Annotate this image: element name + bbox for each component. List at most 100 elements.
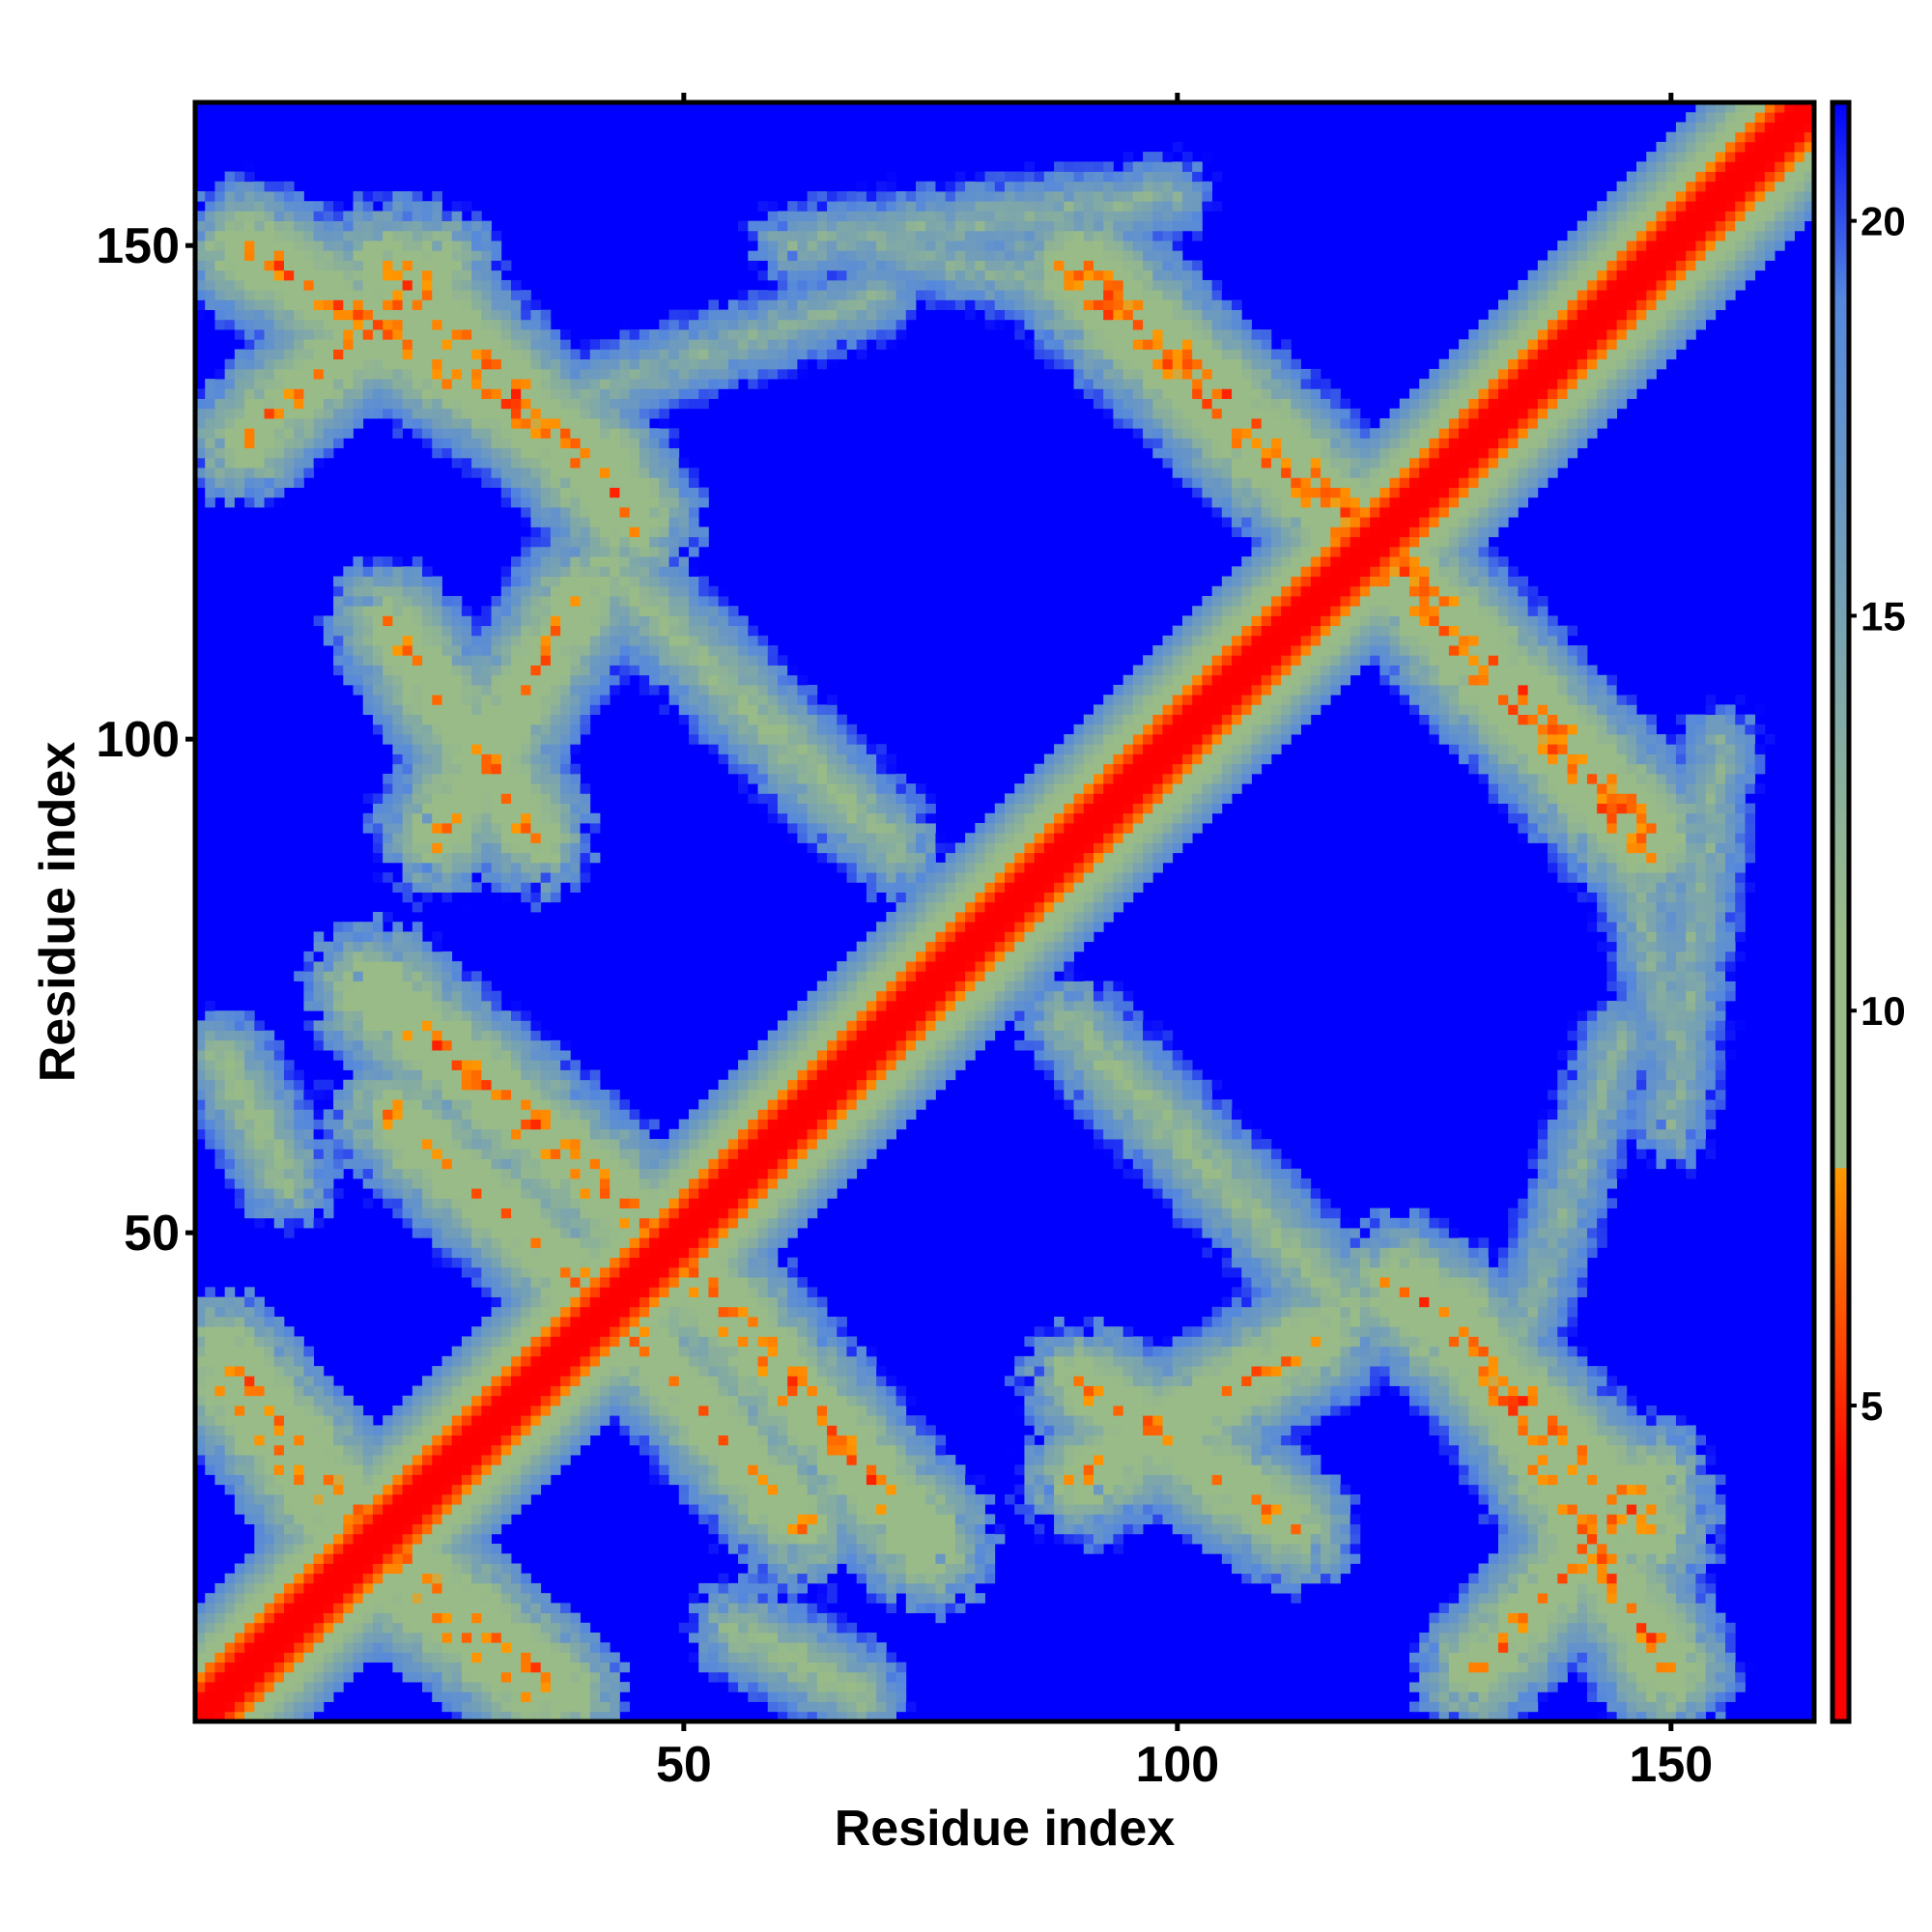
heatmap-cell (422, 1010, 433, 1021)
heatmap-cell (481, 1237, 492, 1248)
heatmap-cell (619, 566, 631, 577)
heatmap-cell (629, 1208, 640, 1219)
heatmap-cell (412, 576, 423, 587)
heatmap-cell (441, 1603, 453, 1613)
heatmap-cell (303, 1149, 315, 1159)
heatmap-cell (678, 1247, 690, 1259)
heatmap-cell (481, 1603, 492, 1613)
heatmap-cell (580, 546, 591, 557)
heatmap-cell (313, 941, 325, 952)
heatmap-cell (294, 1582, 304, 1594)
heatmap-cell (589, 418, 601, 429)
heatmap-cell (303, 1435, 315, 1446)
heatmap-cell (234, 279, 245, 291)
heatmap-cell (500, 1296, 512, 1308)
heatmap-cell (610, 379, 620, 389)
heatmap-cell (333, 1603, 344, 1613)
heatmap-cell (422, 368, 433, 380)
heatmap-cell (521, 852, 531, 864)
heatmap-cell (610, 566, 620, 577)
heatmap-cell (362, 951, 374, 962)
heatmap-cell (441, 220, 453, 232)
heatmap-cell (471, 635, 482, 646)
heatmap-cell (402, 1603, 413, 1613)
heatmap-cell (659, 1208, 669, 1219)
heatmap-cell (432, 260, 442, 271)
heatmap-cell (491, 468, 502, 478)
heatmap-cell (600, 497, 611, 508)
heatmap-cell (521, 368, 531, 380)
heatmap-cell (570, 763, 581, 775)
heatmap-cell (580, 862, 591, 873)
heatmap-cell (521, 1691, 531, 1702)
heatmap-cell (303, 398, 315, 410)
heatmap-cell (244, 1682, 255, 1692)
heatmap-cell (234, 447, 245, 459)
heatmap-cell (372, 1030, 384, 1041)
heatmap-cell (392, 211, 404, 222)
heatmap-cell (550, 812, 561, 824)
heatmap-cell (402, 230, 413, 242)
heatmap-cell (273, 1612, 285, 1624)
heatmap-cell (580, 1346, 591, 1357)
heatmap-cell (530, 1039, 542, 1051)
heatmap-cell (451, 379, 463, 389)
heatmap-cell (451, 1544, 463, 1554)
heatmap-cell (273, 1523, 285, 1535)
heatmap-cell (629, 635, 640, 646)
heatmap-cell (362, 1099, 374, 1110)
heatmap-cell (441, 1612, 453, 1624)
heatmap-cell (511, 585, 522, 597)
heatmap-cell (333, 1573, 344, 1584)
heatmap-cell (353, 941, 364, 952)
heatmap-cell (471, 1128, 482, 1140)
heatmap-cell (540, 1266, 552, 1278)
heatmap-cell (500, 1582, 512, 1594)
heatmap-cell (461, 428, 472, 439)
heatmap-cell (511, 1504, 522, 1515)
heatmap-cell (500, 1376, 512, 1386)
heatmap-cell (511, 379, 522, 389)
heatmap-cell (372, 309, 384, 321)
heatmap-cell (441, 1089, 453, 1100)
heatmap-cell (372, 241, 384, 251)
heatmap-cell (214, 1395, 226, 1406)
heatmap-cell (580, 1415, 591, 1426)
heatmap-cell (500, 1277, 512, 1288)
heatmap-cell (244, 1691, 255, 1702)
heatmap-cell (619, 595, 631, 607)
heatmap-cell (205, 1030, 215, 1041)
heatmap-cell (441, 793, 453, 804)
heatmap-cell (303, 980, 315, 992)
heatmap-cell (432, 1484, 442, 1495)
heatmap-cell (333, 1444, 344, 1456)
heatmap-cell (214, 190, 226, 202)
heatmap-cell (471, 220, 482, 232)
heatmap-cell (461, 862, 472, 873)
heatmap-cell (589, 1395, 601, 1406)
heatmap-cell (402, 1455, 413, 1465)
heatmap-cell (649, 517, 660, 527)
heatmap-cell (659, 1296, 669, 1308)
heatmap-cell (668, 1277, 680, 1288)
heatmap-cell (224, 1593, 236, 1604)
heatmap-cell (254, 211, 265, 222)
heatmap-cell (570, 1149, 581, 1159)
heatmap-cell (195, 1415, 206, 1426)
heatmap-cell (491, 1237, 502, 1248)
heatmap-cell (392, 655, 404, 666)
heatmap-cell (441, 408, 453, 419)
heatmap-cell (619, 1701, 631, 1713)
heatmap-cell (491, 615, 502, 627)
heatmap-cell (353, 684, 364, 696)
heatmap-cell (491, 457, 502, 469)
heatmap-cell (491, 1484, 502, 1495)
heatmap-cell (273, 408, 285, 419)
heatmap-cell (649, 1257, 660, 1268)
heatmap-cell (589, 1642, 601, 1653)
heatmap-cell (511, 1622, 522, 1634)
heatmap-cell (560, 379, 571, 389)
heatmap-cell (372, 872, 384, 883)
heatmap-cell (491, 1711, 502, 1722)
heatmap-cell (323, 1563, 334, 1575)
